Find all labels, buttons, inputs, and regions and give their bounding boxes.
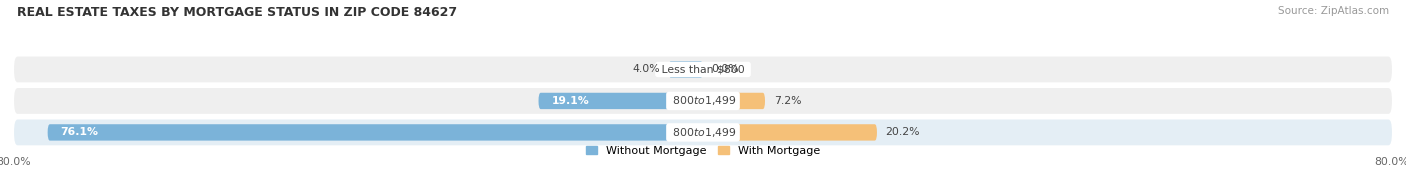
FancyBboxPatch shape	[48, 124, 703, 141]
Text: 19.1%: 19.1%	[551, 96, 589, 106]
FancyBboxPatch shape	[14, 120, 1392, 145]
Text: 7.2%: 7.2%	[773, 96, 801, 106]
Text: 76.1%: 76.1%	[60, 127, 98, 137]
Text: 4.0%: 4.0%	[633, 64, 659, 74]
Text: Less than $800: Less than $800	[658, 64, 748, 74]
FancyBboxPatch shape	[669, 61, 703, 78]
Text: $800 to $1,499: $800 to $1,499	[669, 94, 737, 107]
FancyBboxPatch shape	[703, 124, 877, 141]
Text: Source: ZipAtlas.com: Source: ZipAtlas.com	[1278, 6, 1389, 16]
FancyBboxPatch shape	[703, 93, 765, 109]
Legend: Without Mortgage, With Mortgage: Without Mortgage, With Mortgage	[586, 145, 820, 156]
Text: 20.2%: 20.2%	[886, 127, 920, 137]
FancyBboxPatch shape	[538, 93, 703, 109]
Text: $800 to $1,499: $800 to $1,499	[669, 126, 737, 139]
FancyBboxPatch shape	[14, 57, 1392, 82]
Text: 0.0%: 0.0%	[711, 64, 740, 74]
Text: REAL ESTATE TAXES BY MORTGAGE STATUS IN ZIP CODE 84627: REAL ESTATE TAXES BY MORTGAGE STATUS IN …	[17, 6, 457, 19]
FancyBboxPatch shape	[14, 88, 1392, 114]
